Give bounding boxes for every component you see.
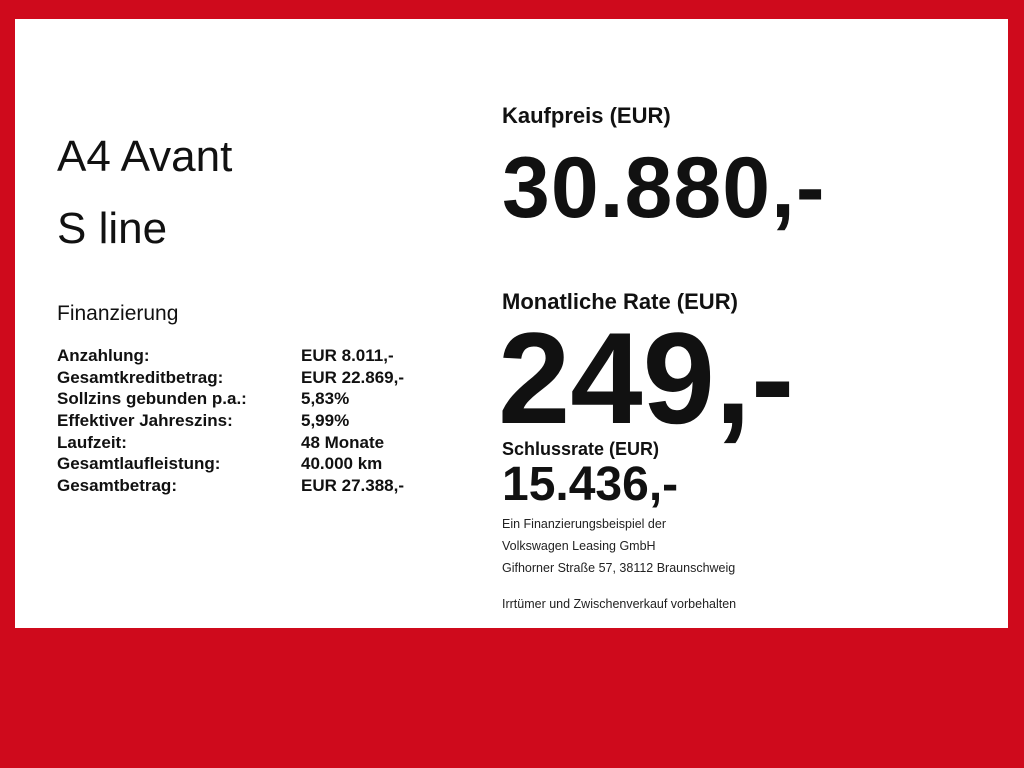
final-rate-value: 15.436,- bbox=[502, 458, 679, 511]
row-value: 5,99% bbox=[301, 411, 350, 430]
final-rate-label: Schlussrate (EUR) bbox=[502, 439, 660, 459]
model-name: A4 Avant bbox=[57, 132, 233, 181]
offer-panel: A4 Avant S line Finanzierung Anzahlung: E… bbox=[15, 19, 1008, 628]
row-value: EUR 8.011,- bbox=[301, 346, 394, 365]
row-label: Laufzeit: bbox=[57, 433, 127, 452]
price-value: 30.880,- bbox=[502, 140, 826, 236]
row-label: Gesamtlaufleistung: bbox=[57, 454, 221, 473]
financing-row: Gesamtkreditbetrag: EUR 22.869,- bbox=[57, 368, 457, 390]
row-label: Effektiver Jahreszins: bbox=[57, 411, 233, 430]
row-label: Gesamtbetrag: bbox=[57, 476, 177, 495]
financing-row: Effektiver Jahreszins: 5,99% bbox=[57, 411, 457, 433]
row-label: Gesamtkreditbetrag: bbox=[57, 368, 224, 387]
row-value: 40.000 km bbox=[301, 454, 383, 473]
financing-row: Gesamtbetrag: EUR 27.388,- bbox=[57, 476, 457, 498]
financing-row: Sollzins gebunden p.a.: 5,83% bbox=[57, 389, 457, 411]
disclaimer: Irrtümer und Zwischenverkauf vorbehalten bbox=[502, 597, 737, 611]
financing-heading: Finanzierung bbox=[57, 302, 179, 325]
price-label: Kaufpreis (EUR) bbox=[502, 103, 671, 128]
note-line: Gifhorner Straße 57, 38112 Braunschweig bbox=[502, 561, 736, 575]
row-label: Sollzins gebunden p.a.: bbox=[57, 389, 247, 408]
note-line: Ein Finanzierungsbeispiel der bbox=[502, 517, 666, 531]
row-value: EUR 27.388,- bbox=[301, 476, 404, 495]
model-trim: S line bbox=[57, 204, 168, 253]
row-value: 48 Monate bbox=[301, 433, 385, 452]
monthly-rate-value: 249,- bbox=[498, 305, 795, 451]
financing-row: Laufzeit: 48 Monate bbox=[57, 433, 457, 455]
row-label: Anzahlung: bbox=[57, 346, 150, 365]
financing-row: Gesamtlaufleistung: 40.000 km bbox=[57, 454, 457, 476]
monthly-rate-label: Monatliche Rate (EUR) bbox=[502, 289, 738, 314]
row-value: 5,83% bbox=[301, 389, 350, 408]
financing-row: Anzahlung: EUR 8.011,- bbox=[57, 346, 457, 368]
note-line: Volkswagen Leasing GmbH bbox=[502, 539, 656, 553]
row-value: EUR 22.869,- bbox=[301, 368, 404, 387]
